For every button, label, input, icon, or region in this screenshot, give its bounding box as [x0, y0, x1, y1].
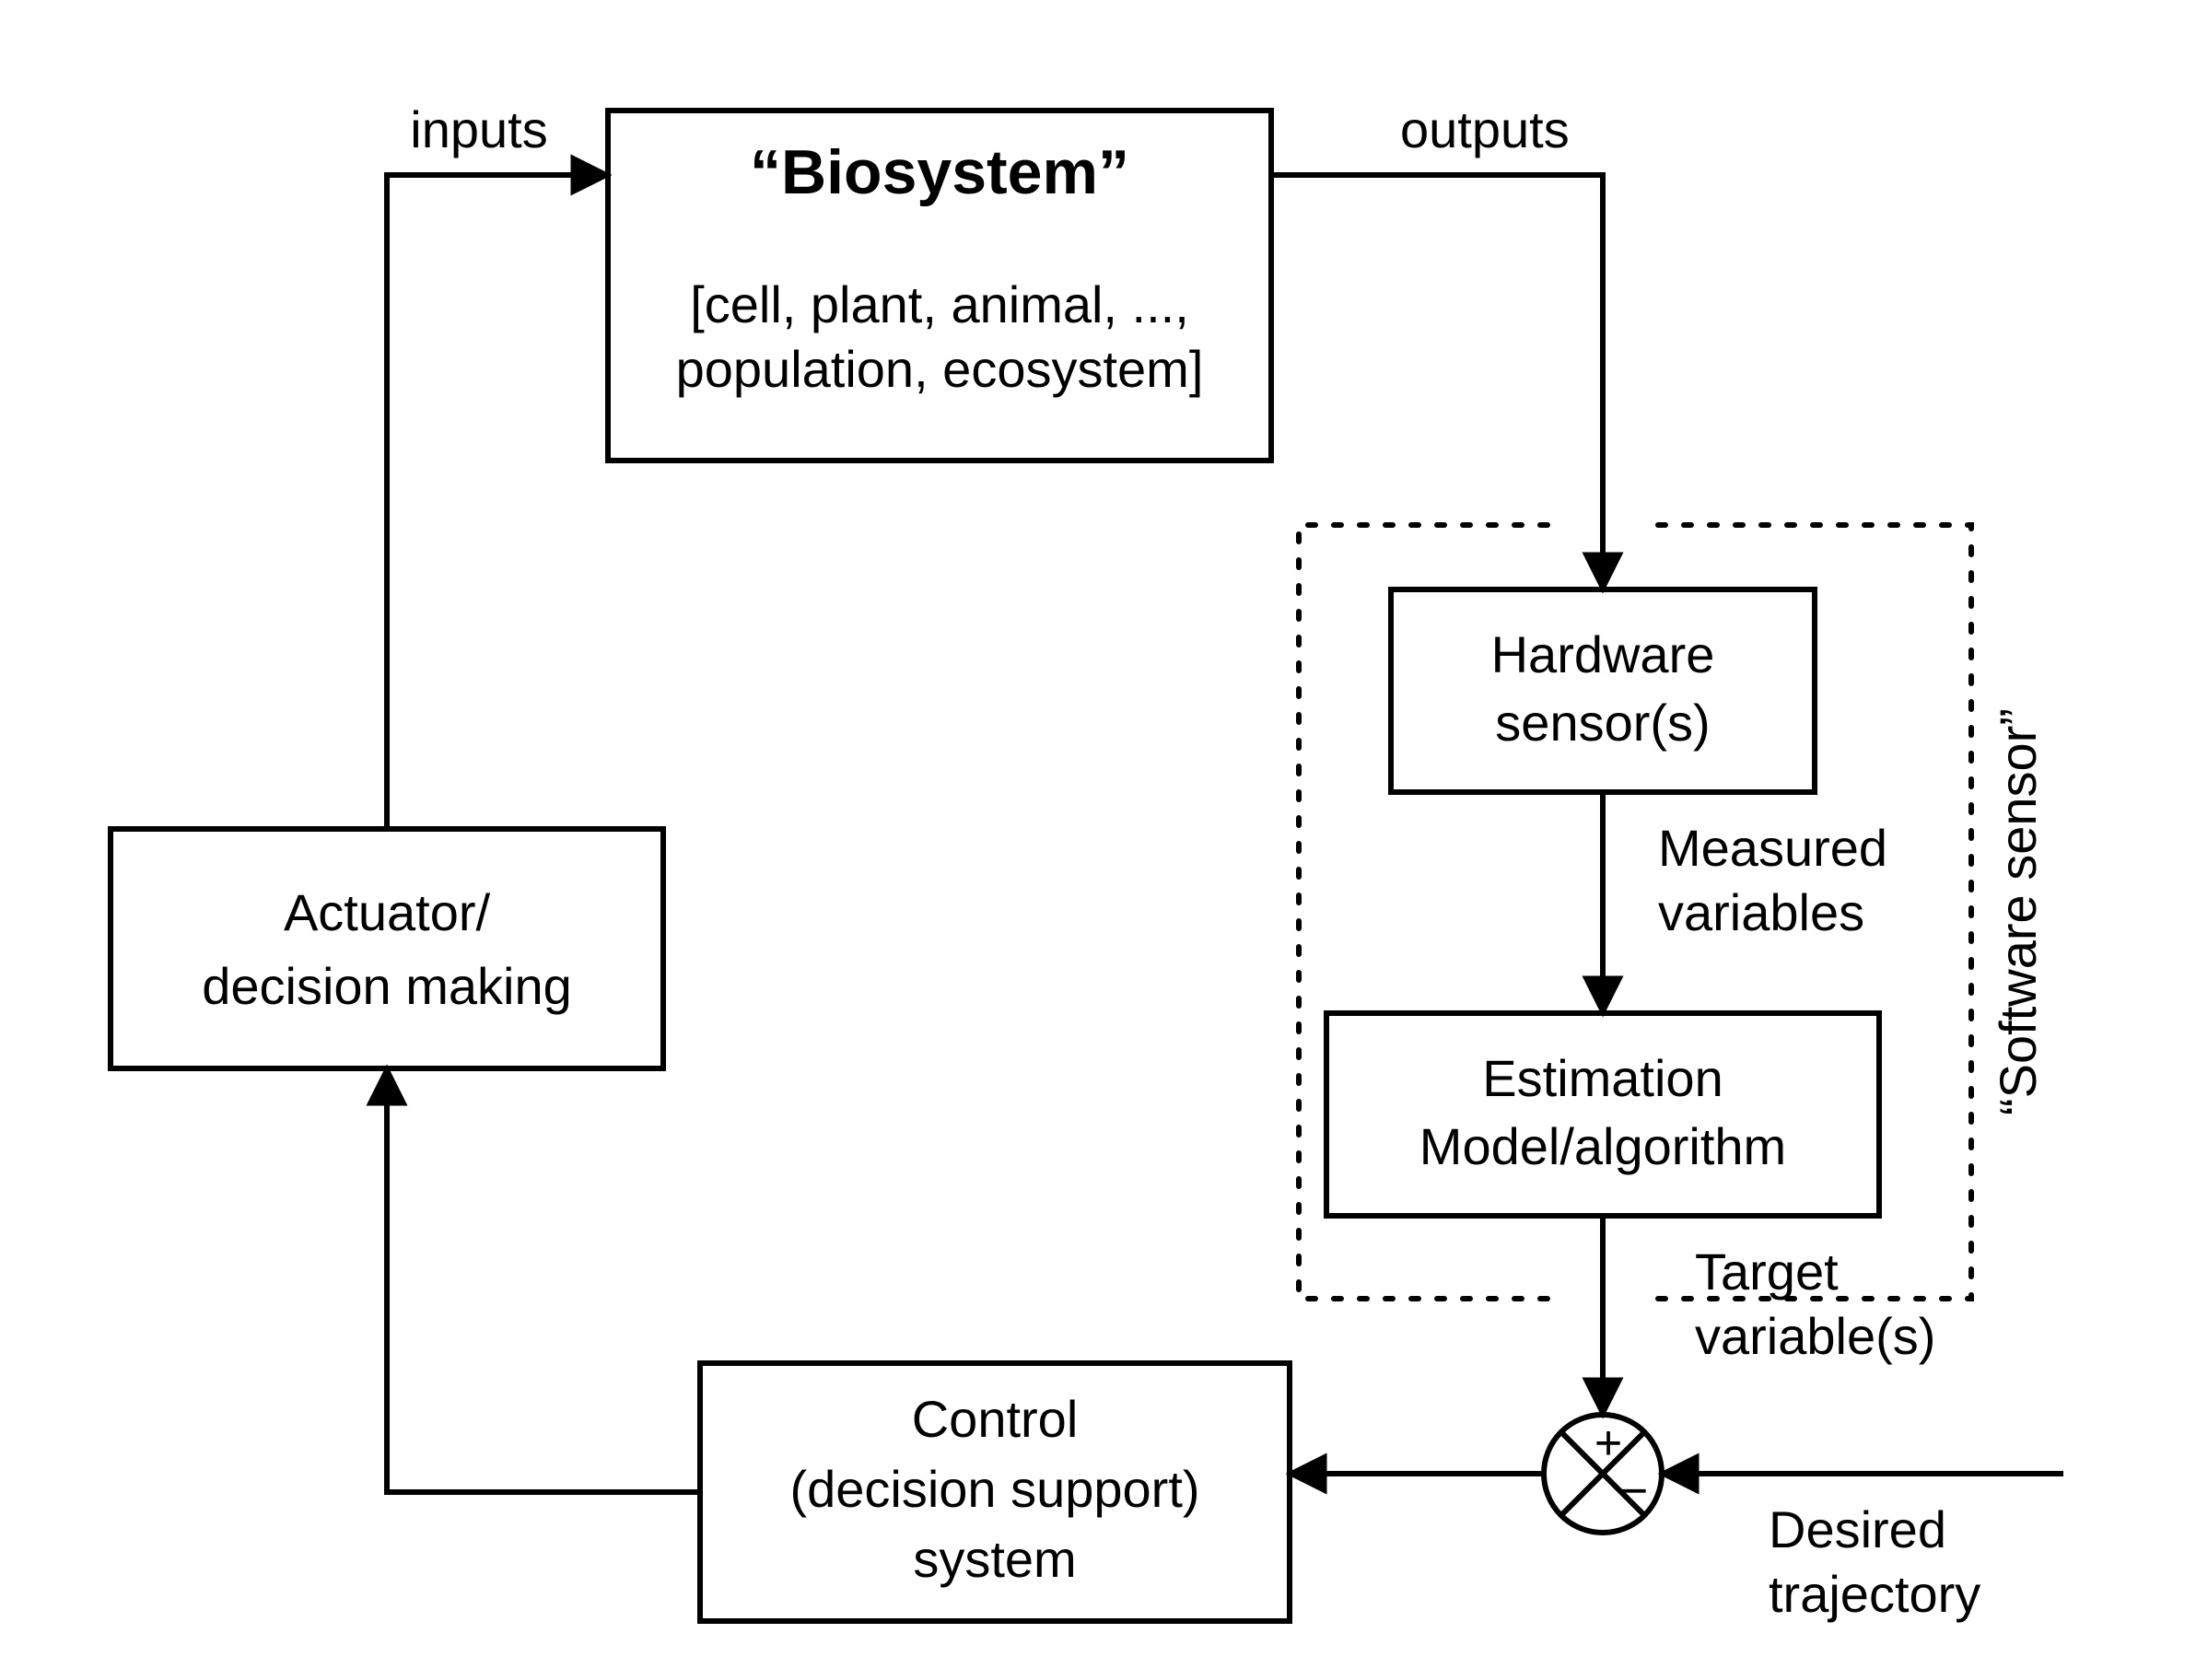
estimation-box [1326, 1013, 1879, 1216]
biosystem-subtitle-1: [cell, plant, animal, ..., [690, 275, 1189, 333]
hardware-line2: sensor(s) [1495, 694, 1710, 752]
control-loop-diagram: “Software sensor” “Biosystem” [cell, pla… [0, 0, 2196, 1680]
estimation-line2: Model/algorithm [1419, 1117, 1786, 1175]
control-node: Control (decision support) system [700, 1363, 1290, 1621]
actuator-node: Actuator/ decision making [111, 829, 663, 1068]
label-target-1: Target [1695, 1242, 1839, 1301]
biosystem-subtitle-2: population, ecosystem] [676, 340, 1204, 398]
control-line1: Control [912, 1390, 1079, 1448]
estimation-line1: Estimation [1482, 1049, 1723, 1107]
label-target-2: variable(s) [1695, 1307, 1935, 1365]
label-desired-2: trajectory [1769, 1565, 1980, 1623]
control-line2: (decision support) [789, 1460, 1199, 1518]
label-desired-1: Desired [1769, 1500, 1946, 1558]
software-sensor-label: “Software sensor” [1989, 708, 2047, 1115]
actuator-line1: Actuator/ [284, 883, 491, 941]
control-line3: system [913, 1530, 1076, 1588]
label-measured-2: variables [1658, 883, 1864, 941]
label-inputs: inputs [410, 100, 547, 158]
summing-junction: + − [1544, 1415, 1662, 1533]
edge-control-to-actuator [387, 1068, 700, 1492]
hardware-node: Hardware sensor(s) [1391, 589, 1815, 792]
biosystem-title: “Biosystem” [750, 137, 1129, 207]
actuator-box [111, 829, 663, 1068]
actuator-line2: decision making [202, 957, 572, 1015]
hardware-line1: Hardware [1491, 625, 1715, 683]
summing-plus: + [1594, 1417, 1622, 1470]
summing-minus: − [1620, 1464, 1648, 1518]
edge-inputs [387, 175, 608, 829]
hardware-box [1391, 589, 1815, 792]
biosystem-node: “Biosystem” [cell, plant, animal, ..., p… [608, 111, 1271, 461]
label-measured-1: Measured [1658, 819, 1887, 877]
estimation-node: Estimation Model/algorithm [1326, 1013, 1879, 1216]
label-outputs: outputs [1400, 100, 1570, 158]
